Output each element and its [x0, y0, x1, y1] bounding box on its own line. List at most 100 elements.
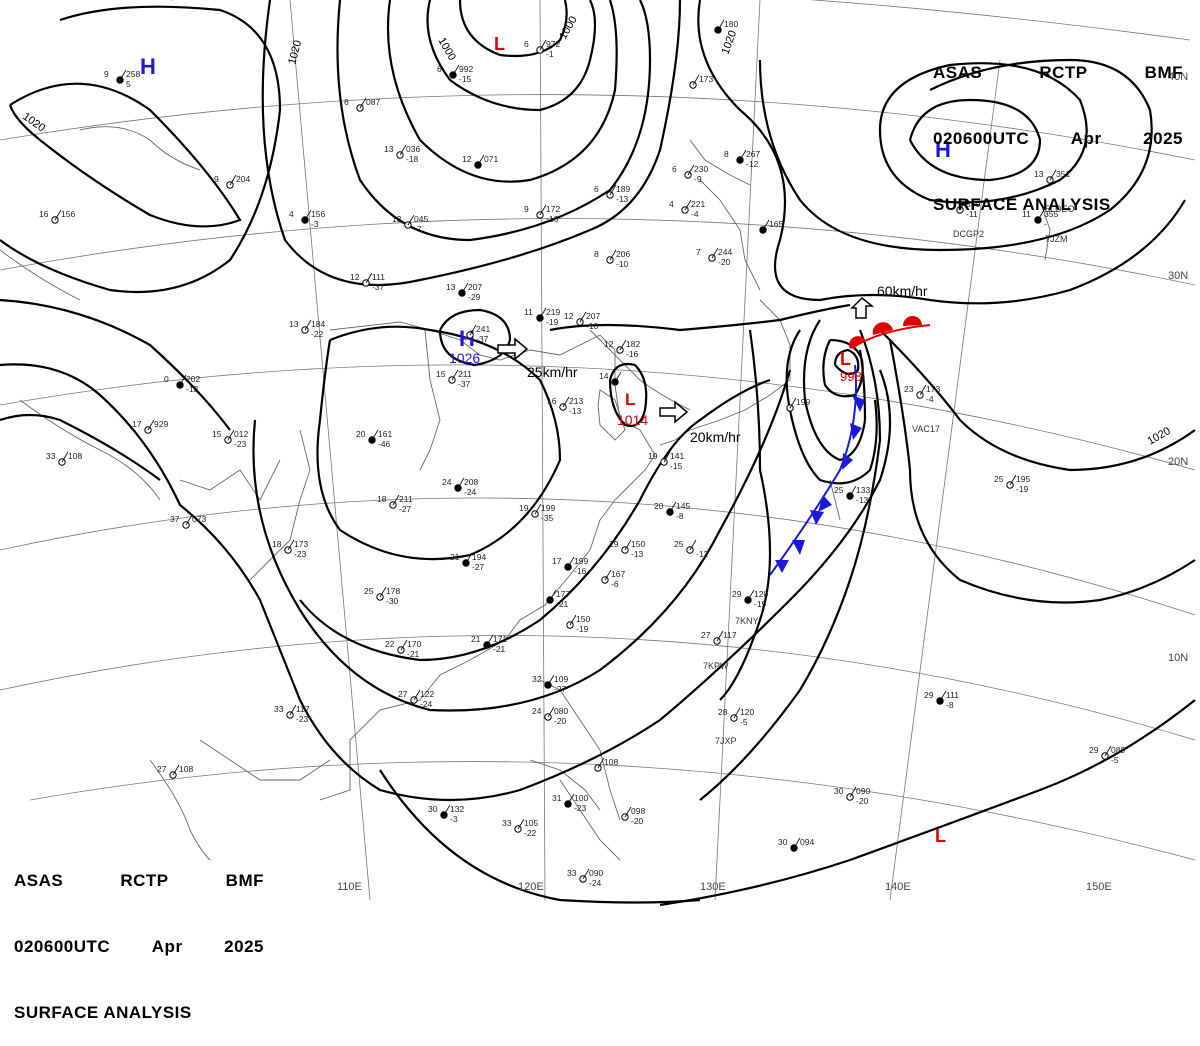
lon-label-140e: 140E	[885, 881, 911, 893]
station-temp: 13	[1034, 169, 1044, 179]
station-plot: 28 120-5	[718, 707, 754, 727]
station-plot: 370-11	[956, 199, 980, 219]
wind-barb	[579, 311, 587, 323]
station-dewpoint: -16	[626, 349, 639, 359]
station-temp: 17	[552, 556, 562, 566]
station-pressure: 258	[126, 69, 140, 79]
station-plot: 11 355-	[1022, 209, 1058, 229]
station-pressure: 145	[676, 501, 690, 511]
station-pressure: 111	[946, 690, 959, 700]
station-dewpoint: -29	[468, 292, 481, 302]
station-dewpoint: -20	[554, 716, 567, 726]
chart-header-top-right: ASAS RCTP BMF 020600UTC Apr 2025 SURFACE…	[933, 18, 1183, 238]
station-dewpoint: -13	[569, 406, 582, 416]
station-dewpoint: -37	[476, 334, 489, 344]
station-dewpoint: -27	[399, 504, 412, 514]
station-dewpoint: -23	[234, 439, 247, 449]
station-temp: 33	[46, 451, 56, 461]
wind-barb	[1104, 745, 1112, 757]
low-center-value: 1014	[617, 412, 648, 428]
station-plot: 9 172-16	[524, 204, 560, 224]
station-plot: 30 094	[778, 837, 814, 852]
wind-barb	[399, 144, 407, 156]
station-temp: 12	[604, 339, 614, 349]
wind-barb	[1049, 169, 1057, 181]
station-plot: 30 090-20	[834, 786, 870, 806]
station-pressure: 230	[694, 164, 708, 174]
station-temp: 33	[567, 868, 577, 878]
wind-barb	[379, 586, 387, 598]
ship-id: 5LDEO	[1045, 204, 1075, 214]
low-center-symbol: L	[935, 826, 946, 846]
station-pressure: 173	[294, 539, 308, 549]
cold-front-barb	[842, 453, 853, 470]
station-pressure: 194	[472, 552, 486, 562]
station-temp: 21	[450, 552, 460, 562]
station-dewpoint: -24	[589, 878, 602, 888]
station-plot: 13 207-29	[446, 282, 482, 302]
station-dewpoint: -46	[378, 439, 391, 449]
station-temp: 30	[778, 837, 788, 847]
station-dewpoint: -21	[407, 649, 420, 659]
station-plot: 33 090-24	[567, 868, 603, 888]
station-plot: 32 109-27	[532, 674, 568, 694]
station-pressure: 221	[691, 199, 705, 209]
station-plot: 14	[599, 371, 622, 386]
station-pressure: 156	[61, 209, 75, 219]
station-temp: 20	[356, 429, 366, 439]
station-pressure: 089	[1111, 745, 1125, 755]
wind-barb	[747, 589, 755, 601]
station-temp: 12	[564, 311, 574, 321]
motion-label-low-south: 20km/hr	[690, 429, 741, 445]
wind-barb	[733, 707, 741, 719]
lon-label-110e: 110E	[337, 881, 362, 893]
station-plot: 11 219-19	[524, 307, 560, 327]
wind-barb	[61, 451, 69, 463]
station-dewpoint: -30	[386, 596, 399, 606]
warm-front-lobe	[849, 336, 866, 349]
header-station: RCTP	[1039, 63, 1088, 82]
station-plot: 17 929	[132, 419, 168, 434]
station-plot: 165	[759, 219, 783, 234]
station-temp: 12	[350, 272, 360, 282]
station-plot: 25 133-13	[834, 485, 870, 505]
station-temp: 13	[289, 319, 299, 329]
station-dewpoint: -5	[1111, 755, 1119, 765]
station-dewpoint: -1	[546, 49, 554, 59]
station-pressure: 207	[586, 311, 600, 321]
station-pressure: 036	[406, 144, 420, 154]
station-pressure: 170	[407, 639, 421, 649]
wind-barb	[567, 556, 575, 568]
station-pressure: 172	[546, 204, 560, 214]
station-temp: 23	[904, 384, 914, 394]
station-plot: 180	[714, 19, 738, 34]
station-pressure: 105	[524, 818, 538, 828]
wind-barb	[539, 39, 547, 51]
station-pressure: 202	[186, 374, 200, 384]
station-temp: 33	[502, 818, 512, 828]
latitude-labels: 40N 30N 20N 10N	[1168, 71, 1188, 664]
station-dewpoint: -19	[1016, 484, 1029, 494]
header-product: SURFACE ANALYSIS	[14, 1003, 192, 1022]
wind-barb	[711, 247, 719, 259]
station-pressure: 087	[366, 97, 380, 107]
station-pressure: 071	[484, 154, 498, 164]
station-dewpoint: -3	[450, 814, 458, 824]
station-dewpoint: -5	[740, 717, 748, 727]
wind-barb	[1037, 209, 1045, 221]
station-pressure: 929	[154, 419, 168, 429]
station-pressure: 120	[754, 589, 768, 599]
station-temp: 18	[377, 494, 387, 504]
wind-barb	[739, 149, 747, 161]
wind-barb	[684, 199, 692, 211]
station-pressure: 206	[616, 249, 630, 259]
wind-barb	[172, 764, 180, 776]
ship-ids: 7KNY 7KPW 7JXP 5LDEO DCGP2 7JZM VAC17	[703, 204, 1075, 746]
wind-barb	[793, 837, 801, 849]
station-temp: 6	[524, 39, 529, 49]
station-pressure: 120	[740, 707, 754, 717]
station-dewpoint: -4	[691, 209, 699, 219]
wind-barb	[179, 374, 187, 386]
station-pressure: 109	[554, 674, 568, 684]
station-temp: 15	[212, 429, 222, 439]
